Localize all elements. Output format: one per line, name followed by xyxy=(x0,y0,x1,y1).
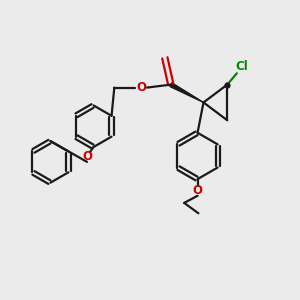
Polygon shape xyxy=(170,83,203,102)
Text: O: O xyxy=(193,184,202,197)
Text: O: O xyxy=(136,81,146,94)
Text: Cl: Cl xyxy=(236,60,248,73)
Text: O: O xyxy=(82,150,92,163)
